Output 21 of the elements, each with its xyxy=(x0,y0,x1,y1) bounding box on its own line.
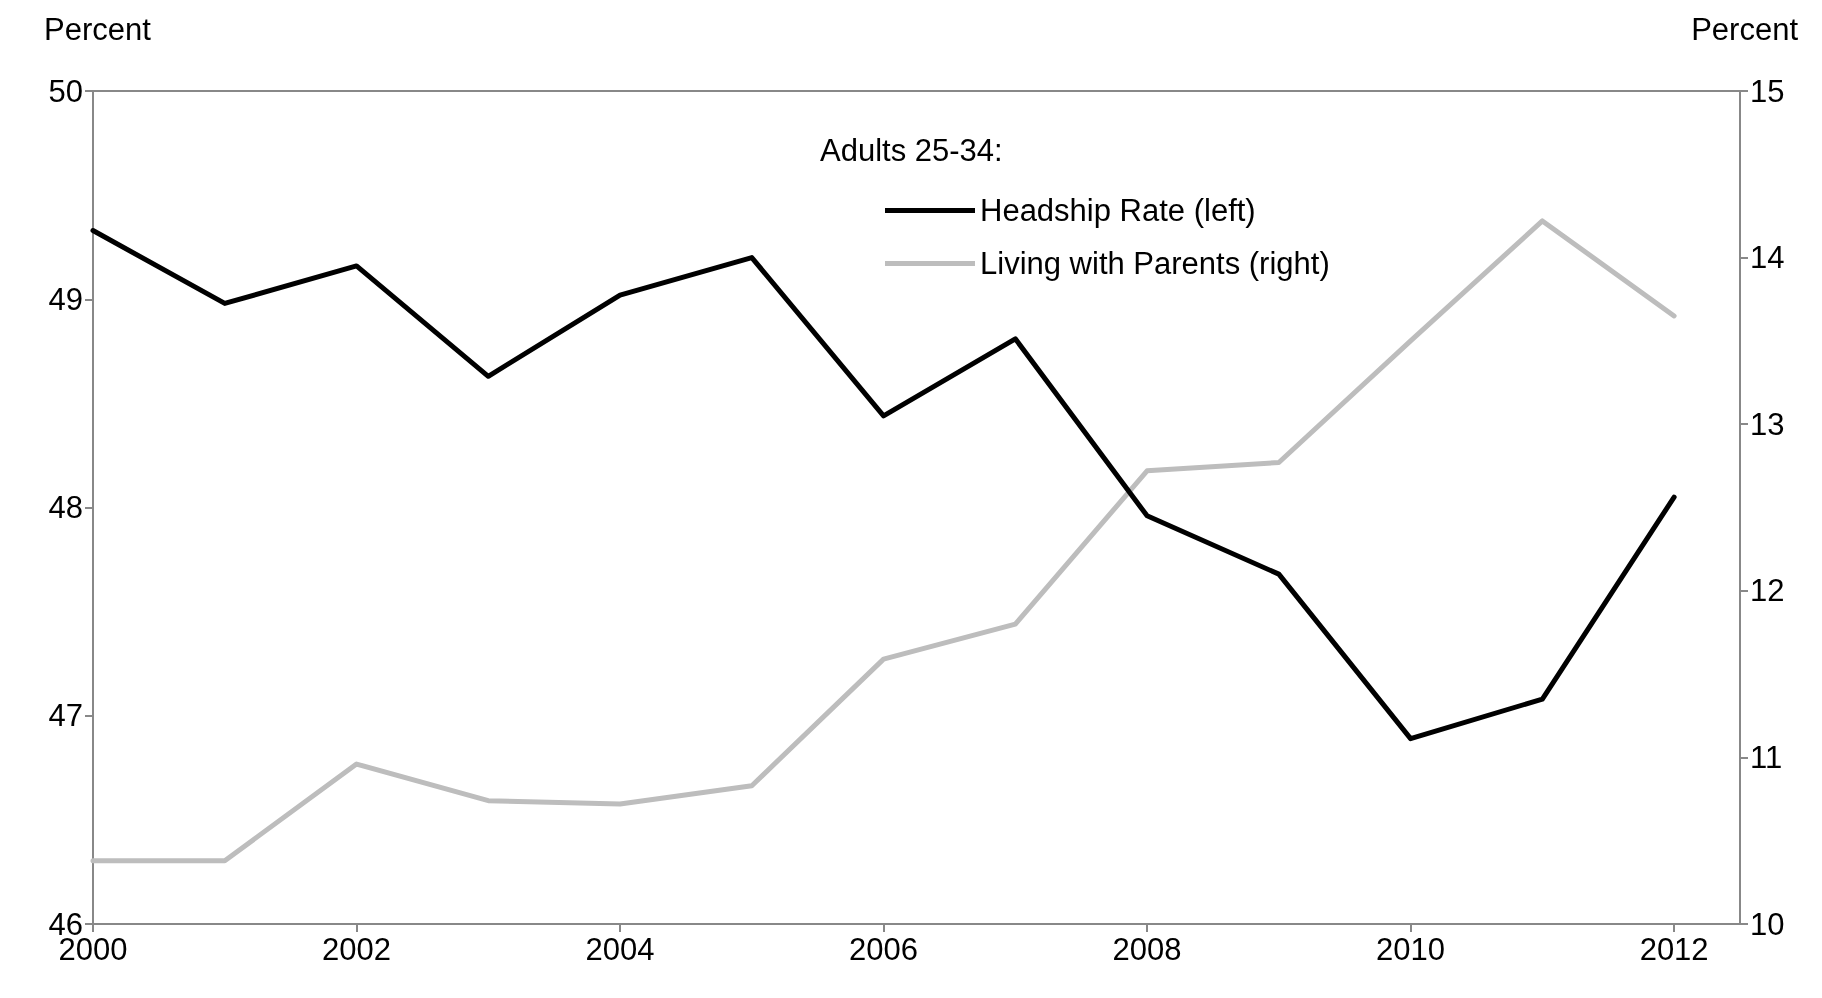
y-tick-label: 48 xyxy=(48,490,83,525)
x-tick-label: 2002 xyxy=(322,932,391,967)
legend-label: Headship Rate (left) xyxy=(980,193,1256,228)
y2-tick-label: 11 xyxy=(1750,739,1783,775)
y-tick-label: 49 xyxy=(48,281,83,317)
y2-axis-title: Percent xyxy=(1691,12,1799,47)
y2-tick-label: 10 xyxy=(1750,906,1785,942)
x-tick-label: 2008 xyxy=(1112,932,1182,967)
y2-tick-label: 12 xyxy=(1750,573,1785,609)
x-tick-label: 2004 xyxy=(585,932,655,967)
legend-label: Living with Parents (right) xyxy=(980,246,1330,281)
y2-tick-label: 13 xyxy=(1750,406,1785,442)
x-tick-label: 2006 xyxy=(849,932,919,967)
y2-tick-label: 15 xyxy=(1750,73,1785,109)
x-tick-label: 2012 xyxy=(1639,932,1709,967)
y-tick-label: 50 xyxy=(48,73,83,109)
legend-title: Adults 25-34: xyxy=(820,133,1003,168)
y2-tick-label: 14 xyxy=(1750,240,1785,276)
x-tick-label: 2010 xyxy=(1376,932,1446,967)
y-tick-label: 47 xyxy=(48,698,83,734)
y-axis-title: Percent xyxy=(44,12,152,47)
